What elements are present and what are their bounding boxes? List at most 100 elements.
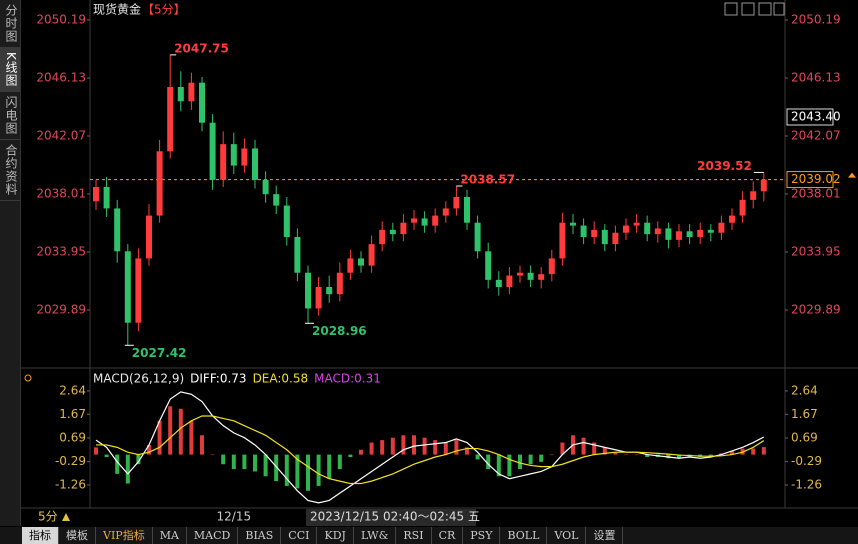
sidebar-tab[interactable]: K线图 bbox=[0, 48, 20, 92]
macd-bar bbox=[306, 454, 310, 491]
toolbar-tab[interactable]: BOLL bbox=[500, 527, 548, 544]
macd-bar bbox=[221, 454, 226, 465]
toolbar-tab[interactable]: VIP指标 bbox=[96, 527, 153, 544]
sidebar-tab[interactable]: 闪电图 bbox=[0, 92, 20, 140]
candle-body bbox=[379, 229, 386, 245]
macd-bar bbox=[475, 454, 480, 460]
candle-body bbox=[750, 191, 757, 200]
bottom-period[interactable]: 5分 bbox=[38, 510, 58, 524]
legend-entry: DEA:0.58 bbox=[253, 372, 309, 386]
candle-body bbox=[591, 229, 598, 237]
macd-bar bbox=[613, 452, 618, 455]
settings-icon[interactable] bbox=[24, 374, 32, 382]
toolbar-tab[interactable]: KDJ bbox=[317, 527, 354, 544]
candle-body bbox=[474, 222, 481, 252]
candle-body bbox=[326, 287, 333, 295]
candle-body bbox=[432, 215, 439, 226]
candle-body bbox=[273, 194, 280, 206]
candle-body bbox=[389, 229, 396, 235]
last-price-box bbox=[786, 171, 834, 189]
toolbar-tab[interactable]: VOL bbox=[547, 527, 587, 544]
toolbar-tab[interactable]: CCI bbox=[281, 527, 318, 544]
toolbar-icons[interactable] bbox=[724, 2, 785, 16]
sidebar-tab[interactable]: 合约资料 bbox=[0, 140, 20, 201]
candle-body bbox=[146, 215, 152, 259]
macd-bar bbox=[189, 420, 194, 455]
macd-bar bbox=[507, 454, 512, 477]
symbol: 现货黄金 bbox=[93, 2, 141, 17]
y-tick-label-right: 2046.13 bbox=[791, 71, 841, 85]
macd-bar bbox=[94, 447, 98, 455]
macd-bar bbox=[486, 454, 491, 470]
candle-body bbox=[220, 144, 227, 180]
toolbar-tab[interactable]: PSY bbox=[463, 527, 501, 544]
candle-body bbox=[199, 82, 205, 123]
sidebar-tab[interactable]: 分时图 bbox=[0, 0, 20, 48]
macd-bar bbox=[412, 435, 416, 455]
toolbar-tab[interactable]: 指标 bbox=[22, 527, 59, 544]
macd-bar bbox=[592, 442, 597, 455]
indicator-line bbox=[96, 415, 765, 485]
candle-body bbox=[686, 231, 693, 237]
candle-body bbox=[453, 197, 460, 209]
candle-body bbox=[707, 229, 714, 233]
last-price: 2039.02 bbox=[791, 172, 841, 186]
period-arrow[interactable] bbox=[62, 513, 70, 521]
macd-bar bbox=[539, 454, 544, 462]
candle-body bbox=[760, 179, 767, 192]
indicator-toolbar: 指标 模板 VIP指标 MA MACD BIAS CCI KDJ LW& RSI CR PSY BOLL… bbox=[0, 527, 858, 544]
candle-body bbox=[612, 232, 619, 245]
indicator-line bbox=[95, 391, 765, 504]
macd-bar bbox=[359, 449, 363, 455]
macd-bar bbox=[454, 440, 459, 455]
macd-bar bbox=[157, 420, 162, 455]
macd-bar bbox=[751, 448, 756, 455]
toolbar-tab[interactable]: 模板 bbox=[59, 527, 96, 544]
y-tick-label-right: 2050.19 bbox=[791, 13, 841, 27]
candle-body bbox=[665, 228, 672, 240]
macd-bar bbox=[581, 437, 586, 455]
candle-body bbox=[739, 199, 746, 216]
y-tick-label: 1.67 bbox=[59, 407, 86, 421]
candle-body bbox=[252, 148, 258, 180]
y-tick-label-right: 1.67 bbox=[791, 407, 818, 421]
toolbar-tab[interactable]: CR bbox=[432, 527, 464, 544]
sidebar: 分时图 K线图 闪电图 合约资料 bbox=[0, 0, 21, 526]
candle-body bbox=[570, 222, 576, 226]
candle-body bbox=[548, 258, 555, 275]
candle-body bbox=[718, 222, 725, 233]
candle-body bbox=[188, 82, 195, 102]
candle-body bbox=[135, 258, 142, 323]
toolbar-tab[interactable]: BIAS bbox=[238, 527, 282, 544]
toolbar-tab[interactable]: MA bbox=[153, 527, 187, 544]
candle-body bbox=[517, 272, 523, 276]
candle-body bbox=[654, 228, 661, 235]
candle-body bbox=[103, 187, 110, 209]
y-tick-label: 2050.19 bbox=[36, 13, 86, 27]
toolbar-tab[interactable]: LW& bbox=[354, 527, 397, 544]
macd-bar bbox=[136, 454, 141, 465]
candle-body bbox=[495, 279, 502, 287]
macd-bar bbox=[443, 442, 448, 455]
macd-bar bbox=[263, 454, 268, 477]
macd-bar bbox=[327, 454, 332, 479]
candle-body bbox=[124, 251, 131, 323]
candle-body bbox=[93, 187, 99, 202]
macd-bar bbox=[624, 454, 628, 456]
y-tick-label: -0.29 bbox=[55, 454, 86, 468]
macd-bar bbox=[433, 440, 438, 455]
candle-body bbox=[156, 151, 163, 216]
macd-bar bbox=[316, 454, 321, 486]
y-tick-label-right: 2038.01 bbox=[791, 187, 841, 201]
cursor-price-box bbox=[786, 108, 834, 126]
low-label: 2027.42 bbox=[132, 346, 187, 360]
toolbar-tab[interactable]: MACD bbox=[187, 527, 239, 544]
y-tick-label: -1.26 bbox=[55, 477, 86, 491]
candle-body bbox=[400, 222, 407, 235]
toolbar-tab[interactable]: 设置 bbox=[586, 527, 624, 544]
macd-bar bbox=[348, 454, 353, 458]
macd-bar bbox=[730, 450, 734, 455]
toolbar-tab[interactable]: RSI bbox=[396, 527, 432, 544]
macd-bar bbox=[178, 408, 183, 455]
macd-bar bbox=[242, 454, 247, 470]
